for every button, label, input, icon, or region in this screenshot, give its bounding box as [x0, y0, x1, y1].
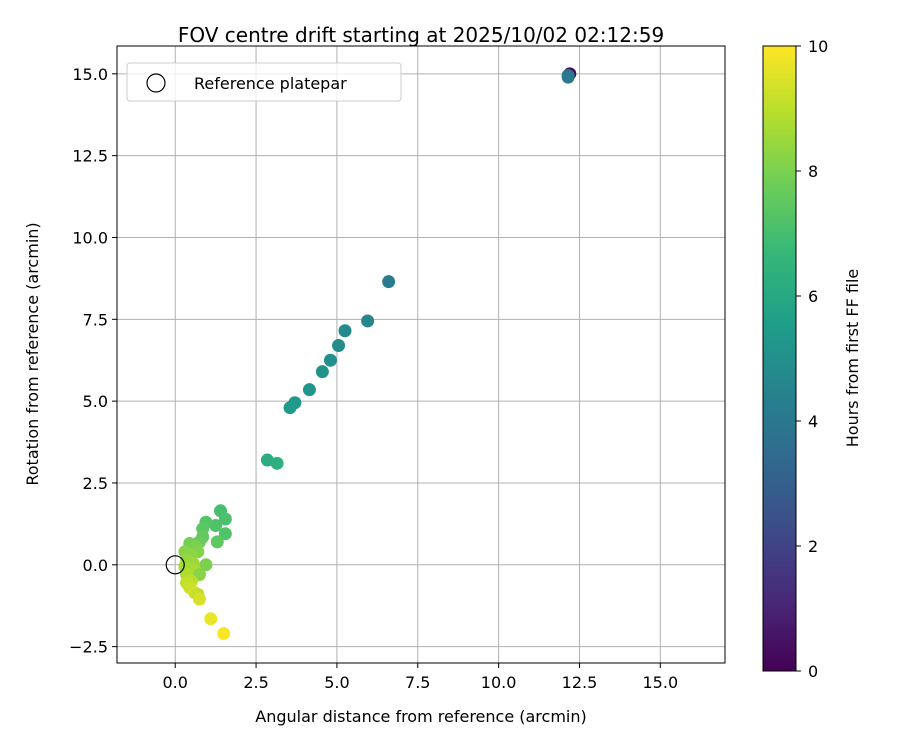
data-point: [315, 365, 329, 379]
legend: Reference platepar: [126, 62, 402, 102]
x-tick-label: 5.0: [324, 673, 349, 692]
grid-lines: [117, 46, 725, 663]
colorbar-tick-label: 6: [808, 287, 818, 306]
colorbar-gradient: [763, 46, 796, 671]
legend-marker-icon: [146, 73, 166, 93]
colorbar-tick-label: 2: [808, 537, 818, 556]
x-tick-label: 0.0: [162, 673, 187, 692]
x-axis-label: Angular distance from reference (arcmin): [255, 707, 586, 726]
data-point: [338, 324, 352, 338]
data-points: [178, 67, 577, 641]
y-axis-ticks: −2.5 0.0 2.5 5.0 7.5 10.0 12.5 15.0: [69, 65, 117, 657]
plot-frame: [116, 45, 726, 664]
legend-box: [126, 62, 402, 102]
y-axis-label: Rotation from reference (arcmin): [23, 222, 42, 485]
legend-entry-reference: Reference platepar: [194, 74, 347, 93]
chart-title: FOV centre drift starting at 2025/10/02 …: [178, 23, 664, 47]
data-point: [218, 512, 232, 526]
data-point: [323, 353, 337, 367]
y-tick-label: 12.5: [72, 147, 108, 166]
y-tick-label: 0.0: [83, 556, 108, 575]
data-point: [218, 527, 232, 541]
data-point: [192, 592, 206, 606]
colorbar-tick-label: 8: [808, 162, 818, 181]
data-point: [217, 627, 231, 641]
data-point: [382, 275, 396, 289]
x-tick-label: 12.5: [562, 673, 598, 692]
colorbar-tick-label: 4: [808, 412, 818, 431]
y-tick-label: 7.5: [83, 310, 108, 329]
reference-marker: [165, 555, 185, 575]
x-axis-ticks: 0.0 2.5 5.0 7.5 10.0 12.5 15.0: [162, 663, 678, 692]
data-point: [561, 70, 575, 84]
data-point: [210, 535, 224, 549]
y-tick-label: −2.5: [69, 638, 108, 657]
colorbar-ticks: 0 2 4 6 8 10: [796, 37, 828, 681]
y-tick-label: 10.0: [72, 228, 108, 247]
data-point: [283, 401, 297, 415]
data-point: [361, 314, 375, 328]
data-point: [302, 383, 316, 397]
y-tick-label: 2.5: [83, 474, 108, 493]
x-tick-label: 2.5: [243, 673, 268, 692]
colorbar-frame: [762, 45, 797, 672]
x-tick-label: 7.5: [405, 673, 430, 692]
colorbar-tick-label: 10: [808, 37, 828, 56]
data-point: [332, 338, 346, 352]
data-point: [270, 456, 284, 470]
y-tick-label: 15.0: [72, 65, 108, 84]
data-point: [199, 558, 213, 572]
colorbar-tick-label: 0: [808, 662, 818, 681]
colorbar-label: Hours from first FF file: [843, 269, 862, 448]
y-tick-label: 5.0: [83, 392, 108, 411]
x-tick-label: 10.0: [481, 673, 517, 692]
data-point: [204, 612, 218, 626]
x-tick-label: 15.0: [643, 673, 679, 692]
colorbar: 0 2 4 6 8 10 Hours from first FF file: [762, 37, 862, 681]
